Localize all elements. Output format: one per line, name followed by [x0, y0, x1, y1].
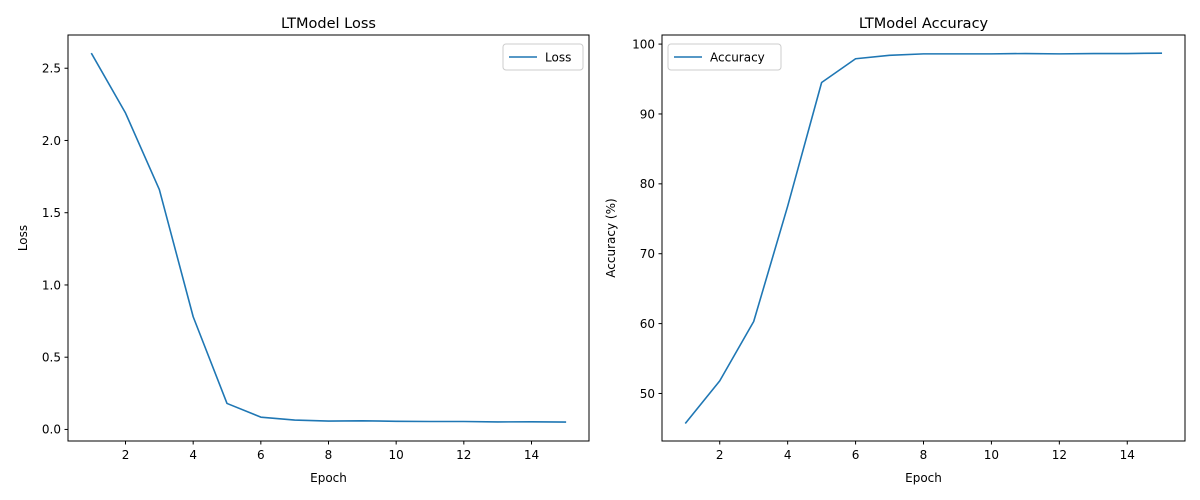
- accuracy-y-tick-label: 80: [640, 177, 655, 191]
- accuracy-x-axis-label: Epoch: [905, 471, 942, 485]
- accuracy-y-tick-label: 100: [632, 37, 655, 51]
- accuracy-series-line: [684, 52, 1163, 424]
- accuracy-legend-box: [667, 43, 782, 71]
- loss-x-axis-label: Epoch: [310, 471, 347, 485]
- loss-y-tick-label: 1.5: [42, 206, 61, 220]
- accuracy-x-tick-label: 4: [784, 448, 792, 462]
- accuracy-legend: Accuracy: [667, 43, 782, 71]
- accuracy-y-tick-label: 90: [640, 107, 655, 121]
- loss-legend-box: [502, 43, 584, 71]
- accuracy-y-tick-label: 50: [640, 387, 655, 401]
- loss-chart: LTModel Loss 2 4 6 8 10 12 14 0.0 0.5 1.0 1.5 2.0 2.5…: [16, 16, 590, 485]
- accuracy-chart-title: LTModel Accuracy: [859, 16, 989, 32]
- accuracy-legend-label: Accuracy: [710, 50, 765, 64]
- loss-x-tick-label: 12: [456, 448, 471, 462]
- loss-x-tick-label: 8: [325, 448, 333, 462]
- accuracy-x-tick-label: 14: [1120, 448, 1135, 462]
- accuracy-x-tick-label: 12: [1052, 448, 1067, 462]
- loss-y-axis-label: Loss: [16, 225, 30, 251]
- loss-series-line: [90, 52, 567, 423]
- loss-y-tick-label: 1.0: [42, 278, 61, 292]
- accuracy-x-tick-label: 2: [716, 448, 724, 462]
- loss-x-tick-label: 6: [257, 448, 265, 462]
- loss-y-tick-label: 0.0: [42, 423, 61, 437]
- accuracy-y-tick-label: 60: [640, 317, 655, 331]
- loss-x-tick-label: 4: [189, 448, 197, 462]
- accuracy-plot-frame: [661, 34, 1186, 442]
- loss-x-tick-label: 2: [122, 448, 130, 462]
- accuracy-y-tick-label: 70: [640, 247, 655, 261]
- loss-chart-title: LTModel Loss: [281, 16, 376, 32]
- loss-y-tick-label: 2.5: [42, 62, 61, 76]
- loss-x-tick-label: 10: [389, 448, 404, 462]
- accuracy-x-tick-label: 6: [852, 448, 860, 462]
- loss-legend: Loss: [502, 43, 584, 71]
- loss-x-tick-label: 14: [524, 448, 539, 462]
- accuracy-chart: LTModel Accuracy 2 4 6 8 10 12 14 50 60 70 80 90 100 E…: [604, 16, 1186, 485]
- accuracy-x-tick-label: 10: [984, 448, 999, 462]
- accuracy-y-axis-label: Accuracy (%): [604, 198, 618, 277]
- loss-y-tick-label: 2.0: [42, 134, 61, 148]
- loss-legend-label: Loss: [545, 50, 571, 64]
- loss-y-tick-label: 0.5: [42, 350, 61, 364]
- loss-plot-frame: [67, 34, 590, 442]
- accuracy-x-tick-label: 8: [920, 448, 928, 462]
